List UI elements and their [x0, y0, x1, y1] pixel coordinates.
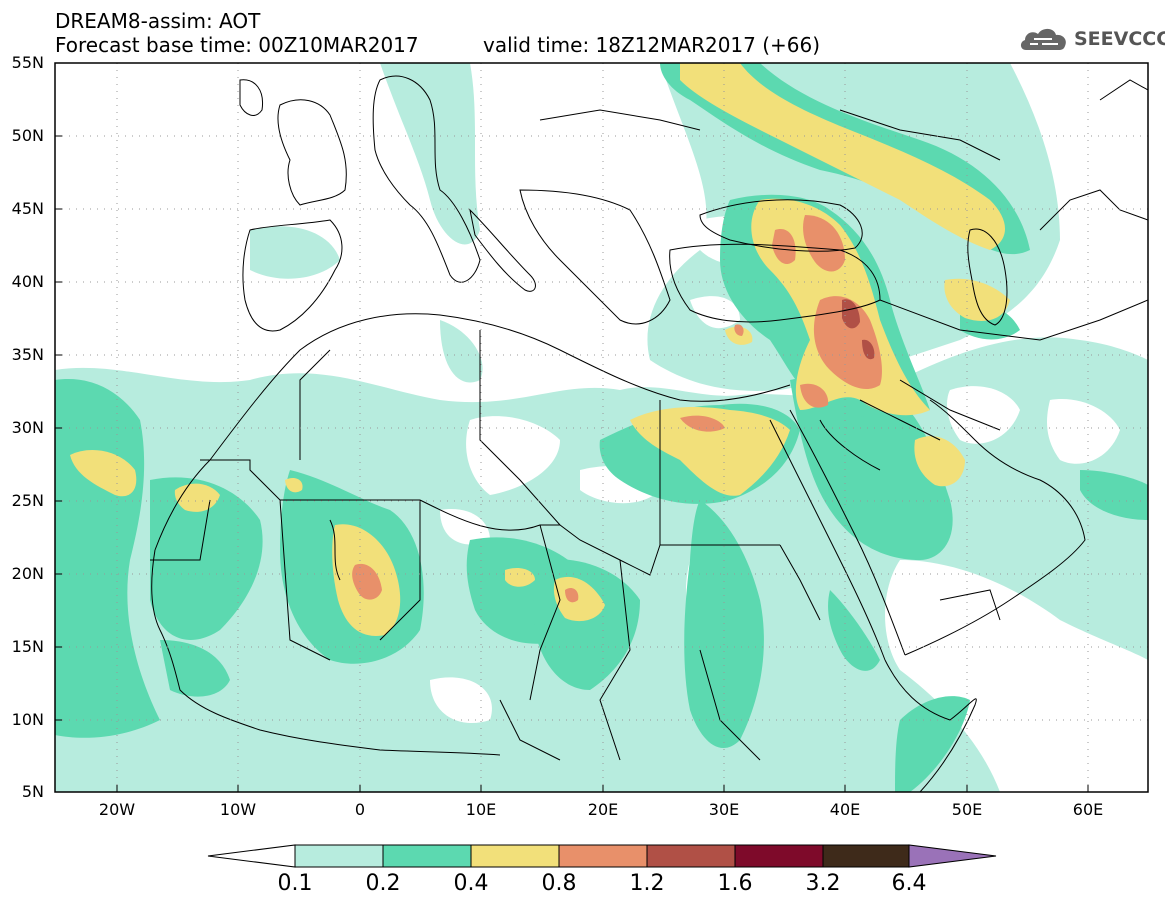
lon-label: 40E: [829, 800, 861, 819]
cloud-icon: [1020, 28, 1066, 50]
lon-label: 20E: [587, 800, 619, 819]
valid-time: valid time: 18Z12MAR2017 (+66): [483, 33, 821, 57]
lat-label: 50N: [11, 126, 44, 145]
graticule: [55, 63, 1148, 792]
chart-title: DREAM8-assim: AOT: [55, 9, 261, 33]
lat-label: 45N: [11, 199, 44, 218]
colorbar-box-1.2: [646, 844, 736, 868]
aot-level-0.8: [352, 215, 882, 603]
colorbar-label: 0.4: [453, 871, 489, 896]
colorbar-box-1.6: [734, 844, 824, 868]
colorbar-box-0.8: [558, 844, 648, 868]
colorbar-high-arrow: [908, 844, 997, 868]
lat-label: 40N: [11, 272, 44, 291]
colorbar-label: 1.6: [717, 871, 753, 896]
lat-label: 10N: [11, 710, 44, 729]
lat-label: 35N: [11, 345, 44, 364]
colorbar-label: 1.2: [629, 871, 665, 896]
colorbar: [207, 844, 997, 868]
colorbar-label: 3.2: [805, 871, 841, 896]
colorbar-box-0.4: [470, 844, 560, 868]
lon-label: 10E: [465, 800, 497, 819]
seevccc-logo: SEEVCCC: [1018, 24, 1165, 56]
lat-label: 20N: [11, 564, 44, 583]
coastlines: [150, 75, 1148, 792]
lon-label: 50E: [951, 800, 983, 819]
lat-label: 5N: [21, 782, 44, 801]
colorbar-label: 0.1: [277, 871, 313, 896]
colorbar-box-3.2: [822, 844, 910, 868]
lat-label: 55N: [11, 53, 44, 72]
lon-label: 60E: [1072, 800, 1104, 819]
lon-label: 30E: [708, 800, 740, 819]
aot-level-1.2: [842, 299, 875, 360]
lon-label: 10W: [219, 800, 257, 819]
lon-label: 20W: [98, 800, 136, 819]
logo-text: SEEVCCC: [1074, 28, 1165, 50]
aot-fields: [55, 63, 1148, 792]
lat-label: 25N: [11, 491, 44, 510]
lat-label: 30N: [11, 418, 44, 437]
lon-label: 0: [354, 800, 366, 819]
colorbar-label: 6.4: [891, 871, 927, 896]
colorbar-label: 0.2: [365, 871, 401, 896]
colorbar-label: 0.8: [541, 871, 577, 896]
forecast-base-time: Forecast base time: 00Z10MAR2017: [55, 33, 419, 57]
colorbar-low-arrow: [207, 844, 296, 868]
lat-label: 15N: [11, 637, 44, 656]
colorbar-box-0.1: [294, 844, 384, 868]
axis-ticks: [55, 62, 1089, 792]
colorbar-box-0.2: [382, 844, 472, 868]
